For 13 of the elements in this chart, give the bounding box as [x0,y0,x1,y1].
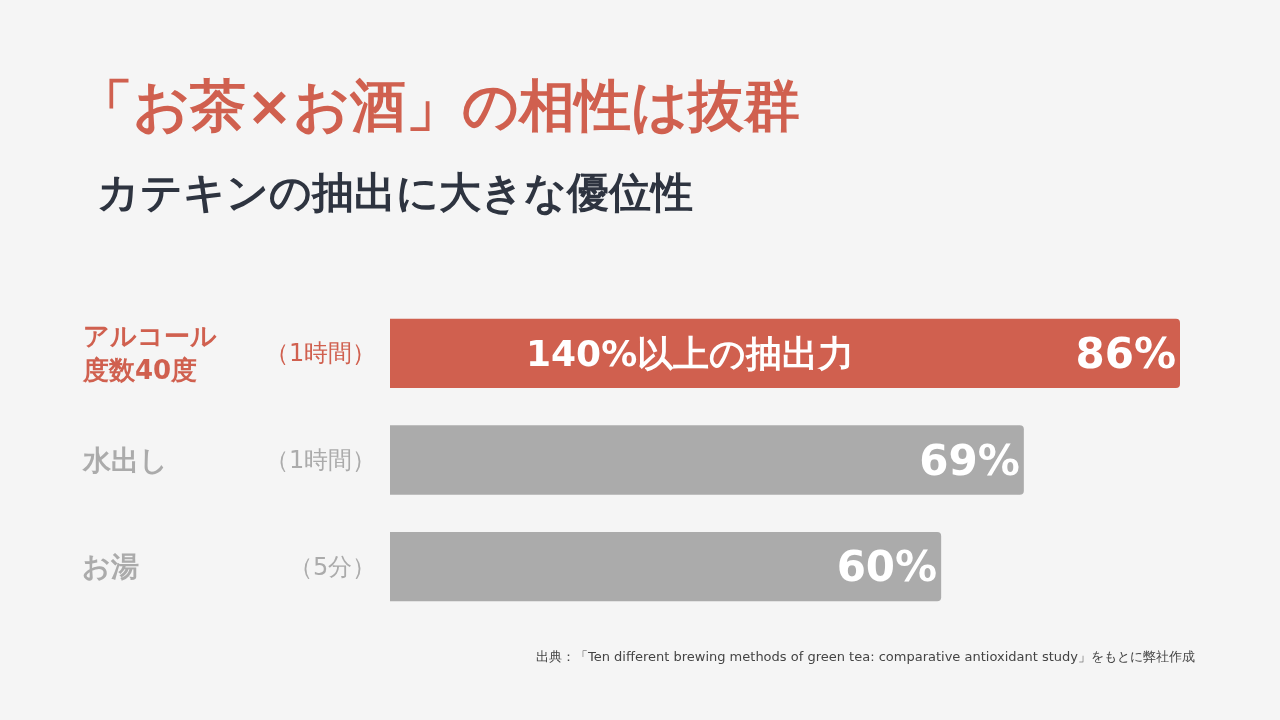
text: （1時間） [265,339,377,367]
y-tick-label: お湯 [82,550,139,583]
annotation: 140%以上の抽出力 [526,333,855,374]
y-tick-label: 水出し [82,444,168,477]
data-label: 69% [919,435,1020,485]
source-note: 出典：「Ten different brewing methods of green tea: comparative antioxidant study」をもとに弊社作成 [536,649,1195,664]
chart-subtitle: カテキンの抽出に大きな優位性 [97,168,693,217]
data-label: 60% [836,542,938,592]
chart-title: 「お茶×お酒」の相性は抜群 [77,73,800,138]
text: （1時間） [265,446,377,474]
data-label: 86% [1075,328,1176,378]
y-tick-label: アルコール度数40度 [82,321,217,385]
text: （5分） [289,553,377,581]
